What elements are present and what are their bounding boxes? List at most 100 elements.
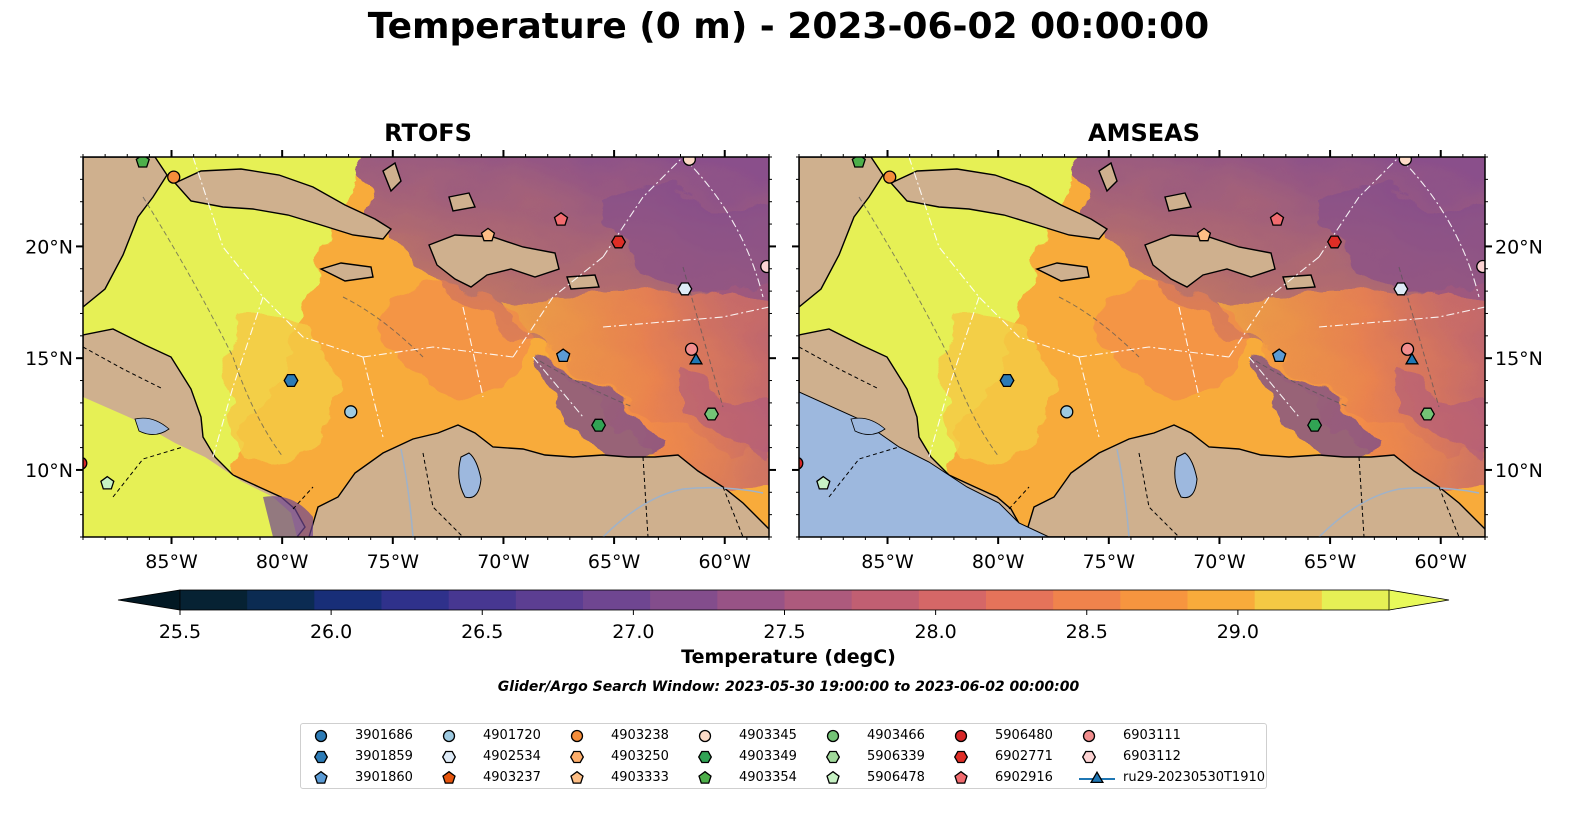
- colorbar-bin: [986, 590, 1054, 610]
- borders: [83, 346, 744, 537]
- lon-label: 80°W: [972, 551, 1025, 573]
- legend-label: ru29-20230530T1910: [1123, 770, 1266, 785]
- map-frame: [82, 156, 770, 538]
- legend-pentagon-icon: [954, 770, 968, 784]
- marker-6902916: [1269, 211, 1285, 226]
- colorbar-extend-low: [117, 589, 181, 611]
- search-window-text: Glider/Argo Search Window: 2023-05-30 19…: [497, 679, 1080, 695]
- lon-label: 85°W: [145, 551, 198, 573]
- marker-5906478: [100, 475, 115, 490]
- colorbar-tick-label: 28.0: [914, 621, 956, 643]
- lon-label: 65°W: [588, 551, 641, 573]
- marker-4903466: [703, 407, 720, 421]
- marker-4903333: [1196, 227, 1212, 242]
- lat-label-right: 10°N: [1495, 460, 1543, 482]
- marker-4903345: [1398, 157, 1412, 166]
- colorbar-tick-label: 29.0: [1217, 621, 1259, 643]
- colorbar-bin: [1187, 590, 1256, 610]
- legend-marker-icon: [697, 750, 713, 764]
- marker-ru29-20230530T1910: [688, 352, 704, 365]
- marker-4903345: [682, 157, 696, 166]
- lat-label-right: 15°N: [1495, 348, 1543, 370]
- legend-marker-icon: [954, 770, 968, 784]
- colorbar-bin: [1053, 590, 1121, 610]
- legend-circle-icon: [570, 729, 584, 743]
- colorbar-tick-label: 25.5: [159, 621, 201, 643]
- lon-label: 80°W: [256, 551, 309, 573]
- colorbar-bin: [717, 590, 786, 610]
- legend-label: 4901720: [483, 728, 541, 743]
- colorbar-tick-label: 28.5: [1066, 621, 1108, 643]
- legend-circle-icon: [442, 729, 456, 743]
- legend-marker-icon: [1079, 770, 1115, 784]
- panel-title-amseas: AMSEAS: [1088, 119, 1200, 147]
- colorbar-bin: [851, 590, 920, 610]
- colorbar: 25.5 26.0 26.5 27.0 27.5 28.0 28.5 29.0: [117, 589, 1450, 643]
- legend-label: 5906480: [995, 728, 1053, 743]
- figure-title: Temperature (0 m) - 2023-06-02 00:00:00: [367, 6, 1210, 47]
- legend-pentagon-icon: [698, 770, 712, 784]
- legend-marker-icon: [441, 750, 457, 764]
- colorbar-label: Temperature (degC): [681, 646, 896, 668]
- legend-pentagon-icon: [314, 770, 328, 784]
- lon-label: 70°W: [1193, 551, 1246, 573]
- legend-hexagon-icon: [1081, 750, 1097, 764]
- colorbar-tick-label: 27.0: [612, 621, 654, 643]
- legend-label: 4903333: [611, 770, 669, 785]
- marker-4902534: [677, 282, 693, 296]
- marker-6902916: [553, 211, 569, 226]
- legend-circle-icon: [314, 729, 328, 743]
- lat-label-left: 10°N: [25, 460, 73, 482]
- legend-label: 4902534: [483, 749, 541, 764]
- colorbar-bin: [448, 590, 517, 610]
- legend-label: 4903250: [611, 749, 669, 764]
- lon-label: 60°W: [699, 551, 752, 573]
- colorbar-bin: [314, 590, 383, 610]
- legend-marker-icon: [1081, 750, 1097, 764]
- colorbar-tick-label: 26.5: [461, 621, 503, 643]
- lon-label: 85°W: [861, 551, 914, 573]
- colorbar-bin: [180, 590, 248, 610]
- legend-triangle-icon: [1089, 770, 1105, 784]
- marker-4901720: [1060, 405, 1074, 419]
- marker-4903349: [1307, 418, 1323, 432]
- lon-label: 60°W: [1415, 551, 1468, 573]
- rivers: [400, 448, 764, 537]
- lake-maracaibo: [458, 452, 482, 499]
- legend-circle-icon: [1082, 729, 1096, 743]
- legend-marker-icon: [953, 750, 969, 764]
- legend-circle-icon: [826, 729, 840, 743]
- marker-3901859: [999, 373, 1015, 388]
- legend-marker-icon: [569, 750, 585, 764]
- legend-marker-icon: [825, 750, 841, 764]
- legend-label: 4903354: [739, 770, 797, 785]
- pacific-field: [83, 397, 297, 537]
- legend-label: 3901686: [355, 728, 413, 743]
- marker-6902771: [1326, 235, 1343, 249]
- marker-3901859: [283, 373, 299, 388]
- legend-label: 6902916: [995, 770, 1053, 785]
- marker-ru29-20230530T1910: [1404, 352, 1420, 365]
- legend-label: 4903237: [483, 770, 541, 785]
- lon-label: 75°W: [367, 551, 420, 573]
- marker-6903111: [1400, 342, 1415, 356]
- marker-4903349: [591, 418, 607, 432]
- lat-label-left: 20°N: [25, 236, 73, 258]
- legend-hexagon-icon: [569, 750, 585, 764]
- colorbar-extend-high: [1388, 589, 1450, 611]
- marker-4903354: [135, 157, 150, 168]
- legend-label: 6902771: [995, 749, 1053, 764]
- bathymetry-contours: [142, 196, 724, 458]
- colorbar-bin: [583, 590, 651, 610]
- legend-pentagon-icon: [442, 770, 456, 784]
- marker-5906480: [83, 456, 88, 470]
- bathymetry-contours: [858, 196, 1440, 458]
- marker-4903238: [167, 170, 181, 184]
- legend-marker-icon: [826, 770, 840, 784]
- legend-marker-icon: [442, 770, 456, 784]
- marker-5906478: [816, 475, 831, 490]
- map-canvas: 85°W 80°W 75°W 70°W 65°W 60°W 10°N 15°N 20°N 85°W…: [25, 150, 1543, 643]
- legend-marker-icon: [1082, 729, 1096, 743]
- colorbar-bin: [381, 590, 450, 610]
- legend-hexagon-icon: [825, 750, 841, 764]
